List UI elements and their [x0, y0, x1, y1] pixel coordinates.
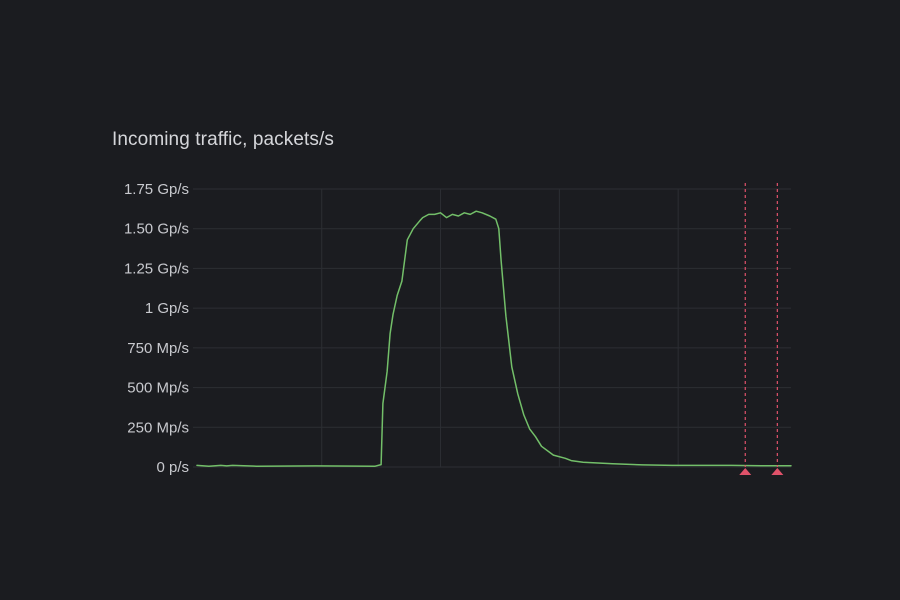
y-tick-label: 250 Mp/s: [127, 419, 189, 436]
y-tick-label: 0 p/s: [156, 459, 189, 476]
y-tick-label: 1.25 Gp/s: [124, 260, 189, 277]
y-tick-label: 500 Mp/s: [127, 380, 189, 397]
annotation-marker-icon[interactable]: [739, 468, 752, 475]
annotation-marker-icon[interactable]: [771, 468, 784, 475]
series-line: [196, 210, 792, 467]
y-tick-label: 1.75 Gp/s: [124, 181, 189, 198]
y-tick-label: 750 Mp/s: [127, 340, 189, 357]
panel-title: Incoming traffic, packets/s: [112, 129, 334, 150]
y-tick-label: 1 Gp/s: [145, 300, 189, 317]
y-tick-label: 1.50 Gp/s: [124, 221, 189, 238]
